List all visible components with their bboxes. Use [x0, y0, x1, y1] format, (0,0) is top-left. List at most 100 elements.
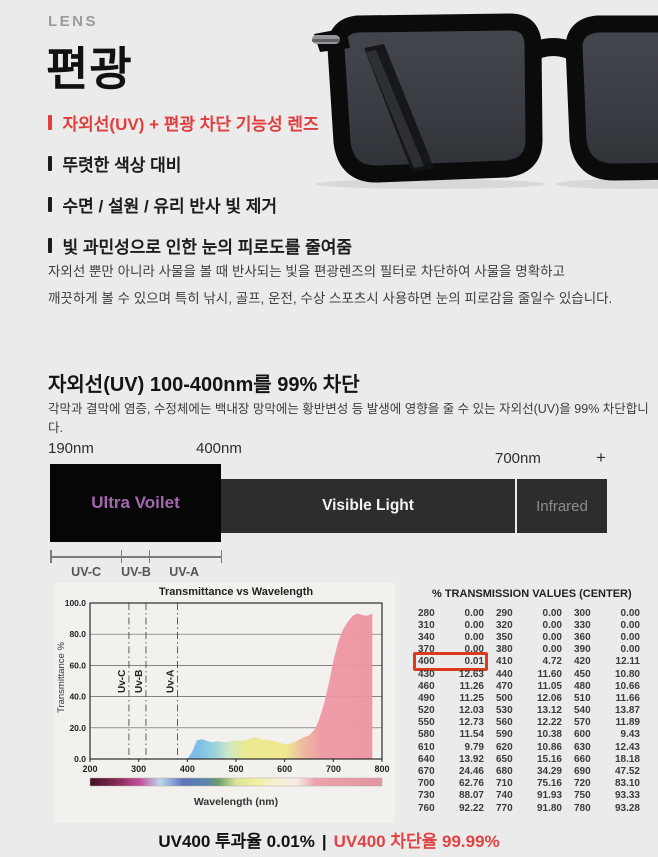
wavelength-value: 340: [418, 631, 435, 643]
label-400nm: 400nm: [196, 440, 242, 457]
wavelength-value: 480: [574, 680, 591, 692]
wavelength-value: 610: [418, 741, 435, 753]
x-tick-label: 200: [82, 764, 97, 774]
bridge: [533, 38, 574, 62]
y-tick-label: 40.0: [69, 692, 86, 702]
wavelength-value: 770: [496, 802, 513, 814]
uv-subtype-labels: UV-C UV-B UV-A: [50, 565, 222, 579]
transmission-value: 10.66: [614, 680, 640, 692]
table-cell-pair: 520 12.03: [418, 705, 484, 716]
table-row: 580 11.54 590 10.38 600 9.43: [418, 729, 642, 741]
transmission-value: 0.00: [464, 607, 484, 619]
y-tick-label: 60.0: [69, 660, 86, 670]
x-axis-title: Wavelength (nm): [194, 796, 278, 808]
transmission-value: 93.33: [614, 790, 640, 802]
table-cell-pair: 760 92.22: [418, 803, 484, 814]
wavelength-value: 510: [574, 692, 591, 704]
transmission-value: 10.86: [536, 741, 562, 753]
transmission-value: 11.89: [615, 717, 640, 729]
table-row: 400 0.01 410 4.72 420 12.11: [413, 652, 642, 672]
table-cell-pair: 730 88.07: [418, 790, 484, 801]
table-row: 760 92.22 770 91.80 780 93.28: [418, 802, 642, 814]
transmission-value: 75.16: [536, 778, 562, 790]
label-uv-c: UV-C: [71, 565, 102, 579]
table-cell-pair: 670 24.46: [418, 766, 484, 777]
transmission-value: 34.29: [536, 766, 562, 778]
wavelength-value: 440: [496, 668, 513, 680]
table-cell-pair: 390 0.00: [574, 644, 640, 655]
feature-label: 자외선(UV) + 편광 차단 기능성 렌즈: [62, 115, 319, 134]
wavelength-value: 350: [496, 631, 513, 643]
band-infrared: Infrared: [517, 479, 607, 533]
wavelength-value: 520: [418, 705, 435, 717]
transmission-value: 0.00: [464, 619, 484, 631]
bullet-bar-icon: [48, 156, 52, 171]
wavelength-value: 390: [574, 644, 591, 656]
table-row: 550 12.73 560 12.22 570 11.89: [418, 717, 642, 729]
table-row: 340 0.00 350 0.00 360 0.00: [418, 631, 642, 643]
feature-item-contrast: 뚜렷한 색상 대비: [48, 151, 352, 176]
wavelength-value: 380: [496, 644, 513, 656]
table-cell-pair: 320 0.00: [496, 620, 562, 631]
bullet-bar-icon: [48, 238, 52, 253]
table-cell-pair: 480 10.66: [574, 681, 640, 692]
wavelength-value: 600: [574, 729, 591, 741]
transmission-value: 83.10: [614, 778, 640, 790]
wavelength-value: 370: [418, 644, 435, 656]
transmission-value: 88.07: [458, 790, 484, 802]
wavelength-value: 580: [418, 729, 435, 741]
transmission-value: 0.01: [464, 656, 484, 668]
page-title: 편광: [46, 43, 133, 95]
transmission-value: 0.00: [542, 607, 562, 619]
table-cell-pair: 530 13.12: [496, 705, 562, 716]
x-tick-label: 300: [131, 764, 146, 774]
wavelength-value: 740: [496, 790, 513, 802]
table-cell-pair: 420 12.11: [574, 656, 640, 667]
wavelength-value: 400: [418, 656, 435, 668]
table-row: 310 0.00 320 0.00 330 0.00: [418, 619, 642, 631]
table-cell-pair: 600 9.43: [574, 729, 640, 740]
label-uv-a: UV-A: [169, 565, 200, 579]
table-cell-pair: 590 10.38: [496, 729, 562, 740]
uv-section-subtext: 각막과 결막에 염증, 수정체에는 백내장 망막에는 황반변성 등 발생에 영향…: [48, 402, 649, 435]
wavelength-value: 670: [418, 766, 435, 778]
transmission-value: 0.00: [620, 619, 640, 631]
table-cell-pair: 300 0.00: [574, 608, 640, 619]
table-cell-pair: 460 11.26: [418, 681, 484, 692]
label-190nm: 190nm: [48, 440, 94, 457]
transmission-value: 13.12: [536, 705, 562, 717]
uv-marker-label: Uv-B: [134, 670, 145, 693]
table-cell-pair: 330 0.00: [574, 620, 640, 631]
temple-arm-highlight: [366, 50, 424, 168]
y-tick-label: 100.0: [65, 598, 87, 608]
table-cell-pair: 370 0.00: [418, 644, 484, 655]
uv400-transmittance-text: UV400 투과율 0.01%: [158, 832, 315, 851]
transmission-value: 12.11: [615, 656, 640, 668]
transmission-value: 9.43: [620, 729, 640, 741]
wavelength-value: 460: [418, 680, 435, 692]
label-plus: +: [596, 448, 606, 467]
transmission-value: 10.80: [614, 668, 640, 680]
wavelength-value: 570: [574, 717, 591, 729]
table-cell-pair: 580 11.54: [418, 729, 484, 740]
transmission-value: 13.87: [614, 705, 640, 717]
table-cell-pair: 720 83.10: [574, 778, 640, 789]
wavelength-value: 710: [496, 778, 513, 790]
table-row: 520 12.03 530 13.12 540 13.87: [418, 705, 642, 717]
transmission-table: % TRANSMISSION VALUES (CENTER) 280 0.00 29…: [413, 588, 642, 814]
table-cell-pair: 340 0.00: [418, 632, 484, 643]
x-tick-label: 700: [326, 764, 341, 774]
table-cell-pair: 550 12.73: [418, 717, 484, 728]
sunglasses-shadow: [556, 179, 658, 189]
label-700nm: 700nm: [495, 450, 541, 467]
table-row: 640 13.92 650 15.16 660 18.18: [418, 753, 642, 765]
table-cell-pair: 770 91.80: [496, 803, 562, 814]
uv-range-bracket: [50, 550, 222, 563]
y-tick-label: 0.0: [74, 754, 86, 764]
table-cell-pair: 700 62.76: [418, 778, 484, 789]
wavelength-value: 750: [574, 790, 591, 802]
transmission-table-body: 280 0.00 290 0.00 300 0.00 310 0.00 320 0.00 330 0.…: [413, 607, 642, 814]
table-cell-pair: 540 13.87: [574, 705, 640, 716]
wavelength-value: 590: [496, 729, 513, 741]
bullet-bar-icon: [48, 197, 52, 212]
